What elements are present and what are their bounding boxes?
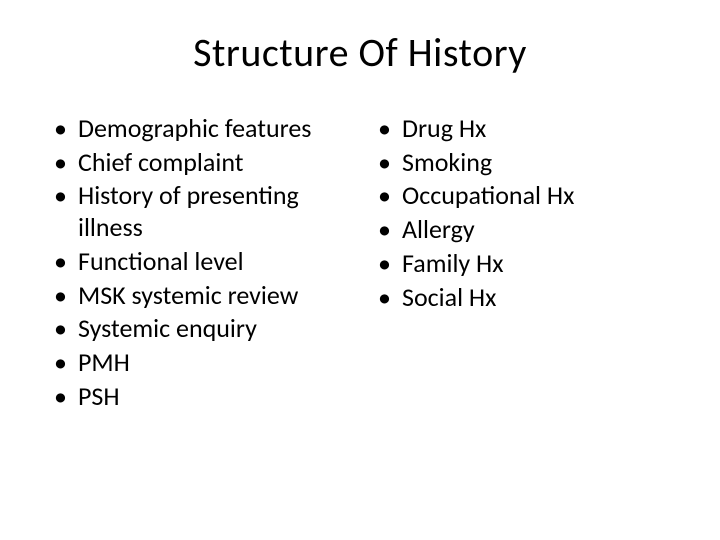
slide-title: Structure Of History — [48, 28, 672, 77]
list-item: PSH — [48, 381, 348, 413]
list-item: Allergy — [372, 214, 672, 246]
list-item: Chief complaint — [48, 147, 348, 179]
list-item: PMH — [48, 347, 348, 379]
list-item: Smoking — [372, 147, 672, 179]
list-item: Functional level — [48, 246, 348, 278]
list-item: Drug Hx — [372, 113, 672, 145]
right-column: Drug Hx Smoking Occupational Hx Allergy … — [372, 113, 672, 508]
left-list: Demographic features Chief complaint His… — [48, 113, 348, 412]
columns: Demographic features Chief complaint His… — [48, 113, 672, 508]
slide: Structure Of History Demographic feature… — [0, 0, 720, 540]
list-item: Family Hx — [372, 248, 672, 280]
right-list: Drug Hx Smoking Occupational Hx Allergy … — [372, 113, 672, 313]
list-item: Social Hx — [372, 282, 672, 314]
left-column: Demographic features Chief complaint His… — [48, 113, 348, 508]
list-item: Systemic enquiry — [48, 313, 348, 345]
list-item: Occupational Hx — [372, 180, 672, 212]
list-item: Demographic features — [48, 113, 348, 145]
list-item: MSK systemic review — [48, 280, 348, 312]
list-item: History of presenting illness — [48, 180, 348, 243]
